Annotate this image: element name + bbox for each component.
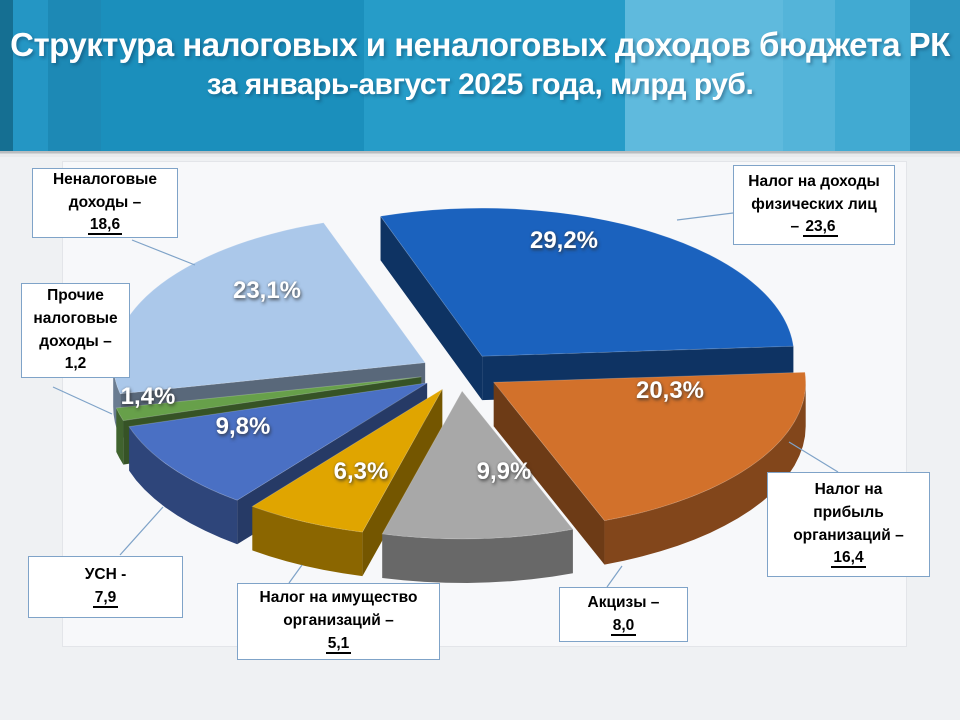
callout-value: 1,2 [64, 355, 87, 373]
callout-text-line: Прочие [47, 286, 104, 304]
callout-value: 16,4 [831, 549, 866, 569]
callout-text-line: налоговые [33, 309, 118, 327]
callout-box: Налог на доходы физических лиц – 23,6 [733, 165, 895, 245]
slice-percent-label: 23,1% [232, 277, 302, 304]
callout-text-line: УСН - [84, 566, 127, 584]
pie-slice-top [251, 387, 444, 533]
callout-leader-line [119, 506, 164, 556]
pie-slice-top [379, 207, 794, 357]
slice-percent-label: 6,3% [333, 458, 389, 485]
callout-value-line: 7,9 [92, 587, 119, 610]
callout-value-line: 16,4 [831, 547, 866, 570]
pie-slice-rim [604, 382, 806, 565]
callout-leader-line [131, 239, 196, 266]
callout-value: 23,6 [803, 218, 838, 238]
callout-text-line: Неналоговые [52, 170, 157, 188]
callout-text-line: организаций – [283, 612, 394, 630]
callout-box: Налог на имущество организаций – 5,1 [237, 583, 440, 660]
pie-slice [381, 390, 574, 583]
callout-value-line: – 23,6 [790, 216, 838, 239]
pie-slice-rim [382, 529, 573, 583]
callout-box: Налог на прибыль организаций – 16,4 [767, 472, 930, 577]
callout-value-line: 5,1 [325, 633, 352, 656]
callout-box: Акцизы – 8,0 [559, 587, 688, 642]
slide-title-line1: Структура налоговых и неналоговых доходо… [10, 26, 950, 63]
callout-text-line: Налог на [814, 480, 883, 498]
callout-text-line: организаций – [793, 526, 904, 544]
callout-value-prefix: – [790, 218, 804, 236]
pie-slice [492, 371, 807, 565]
callout-text-line: доходы – [39, 332, 112, 350]
callout-box: УСН - 7,9 [28, 556, 183, 618]
pie-slice-rim [252, 506, 363, 577]
slide-title-line2: за январь-август 2025 года, млрд руб. [206, 68, 754, 101]
callout-text-line: Акцизы – [587, 593, 660, 611]
callout-box: Неналоговые доходы – 18,6 [32, 168, 178, 238]
callout-value: 7,9 [92, 589, 119, 608]
callout-leader-line [676, 212, 734, 221]
header-divider [0, 151, 960, 157]
callout-text-line: физических лиц [751, 195, 877, 213]
pie-slice-cut-face [362, 389, 443, 577]
callout-text-line: доходы – [68, 193, 142, 211]
callout-leader-line [288, 564, 303, 584]
callout-value: 18,6 [87, 216, 123, 236]
slice-percent-label: 9,9% [476, 458, 532, 485]
callout-leader-line [52, 386, 113, 415]
callout-box: Прочие налоговые доходы – 1,2 [21, 283, 130, 378]
callout-text-line: прибыль [813, 503, 884, 521]
callout-value: 8,0 [610, 616, 637, 636]
slice-percent-label: 29,2% [529, 227, 599, 254]
pie-slice-top [381, 390, 574, 540]
callout-leader-line [606, 565, 623, 588]
slide-header: Структура налоговых и неналоговых доходо… [0, 0, 960, 151]
pie-slice-top [128, 382, 428, 501]
pie-slice-rim [116, 408, 124, 465]
slice-percent-label: 1,4% [120, 383, 176, 410]
pie-slice-top [115, 376, 422, 422]
callout-text-line: Налог на имущество [259, 589, 418, 607]
callout-value-line: 8,0 [610, 615, 637, 638]
pie-slice-cut-face [493, 382, 605, 565]
slice-percent-label: 20,3% [635, 377, 705, 404]
callout-text-line: Налог на доходы [748, 172, 880, 190]
callout-value-line: 18,6 [87, 214, 123, 237]
pie-slice-top [492, 371, 807, 522]
slice-percent-label: 9,8% [215, 413, 271, 440]
callout-leader-line [788, 441, 839, 473]
pie-slice-rim [129, 426, 238, 545]
callout-value: 5,1 [325, 634, 352, 654]
pie-slice [251, 387, 444, 577]
callout-value-line: 1,2 [65, 353, 87, 376]
pie-slice-cut-face [380, 216, 483, 401]
